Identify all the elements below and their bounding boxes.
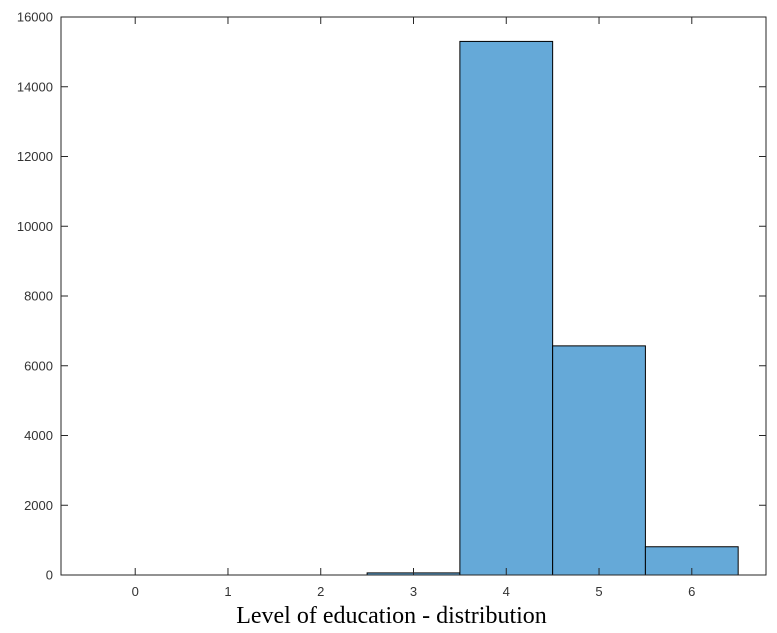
x-tick-label: 3 — [410, 584, 417, 599]
x-tick-label: 1 — [224, 584, 231, 599]
x-tick-label: 5 — [595, 584, 602, 599]
y-tick-label: 14000 — [17, 79, 53, 94]
bar-5 — [552, 345, 646, 576]
y-tick-label: 2000 — [24, 498, 53, 513]
bar-4 — [459, 40, 554, 576]
x-tick-label: 6 — [688, 584, 695, 599]
plot-area-frame — [60, 16, 767, 576]
x-tick-label: 4 — [503, 584, 510, 599]
y-tick-label: 10000 — [17, 219, 53, 234]
x-axis-title: Level of education - distribution — [236, 603, 547, 629]
y-tick-label: 4000 — [24, 428, 53, 443]
tick-labels-layer: 0 2000 4000 6000 8000 10000 12000 14000 16000 0 1 2… — [17, 10, 696, 600]
y-tick-label: 6000 — [24, 358, 53, 373]
y-tick-label: 12000 — [17, 149, 53, 164]
y-tick-label: 0 — [46, 568, 53, 583]
y-tick-label: 8000 — [24, 289, 53, 304]
bars-layer — [366, 40, 739, 576]
x-tick-label: 2 — [317, 584, 324, 599]
x-tick-label: 0 — [132, 584, 139, 599]
ticks-layer — [61, 16, 766, 576]
y-tick-label: 16000 — [17, 10, 53, 25]
